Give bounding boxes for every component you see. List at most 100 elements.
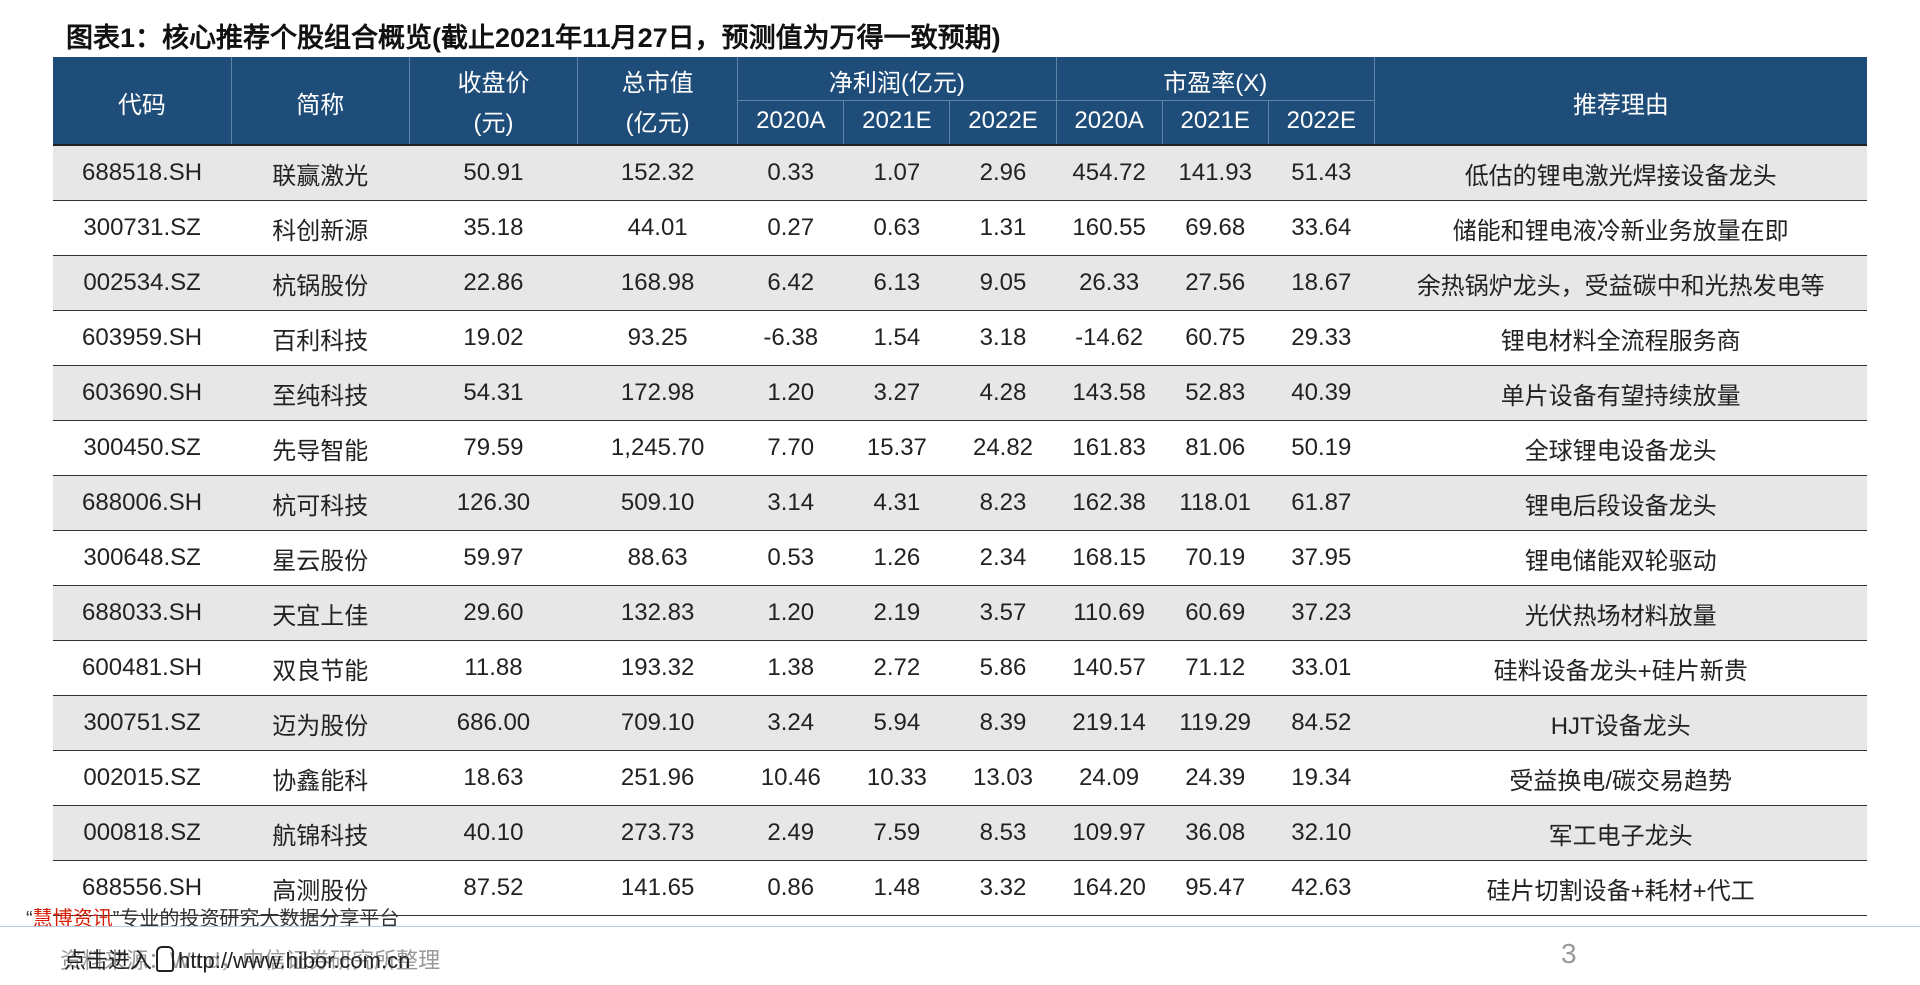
cell-pe-2020a: -14.62	[1056, 310, 1163, 366]
watermark-link[interactable]: 点击进入 http://www.hibor.com.cn	[64, 943, 410, 975]
cell-reason: 受益换电/碳交易趋势	[1374, 750, 1867, 806]
cell-name: 星云股份	[231, 530, 410, 586]
cell-profit-2022e: 9.05	[949, 255, 1057, 311]
promo-line: “慧博资讯”专业的投资研究大数据分享平台	[26, 902, 399, 931]
table-row: 603959.SH 百利科技 19.02 93.25 -6.38 1.54 3.18 -14.…	[53, 310, 1867, 366]
cell-profit-2020a: -6.38	[737, 310, 844, 366]
header-mktcap: 总市值	[577, 57, 739, 101]
cell-pe-2021e: 60.75	[1162, 310, 1269, 366]
watermark-prefix: 点击进入	[64, 948, 153, 973]
cell-name: 航锦科技	[231, 805, 410, 861]
cell-profit-2021e: 7.59	[843, 805, 950, 861]
cell-profit-2021e: 5.94	[843, 695, 950, 751]
cell-pe-2020a: 110.69	[1056, 585, 1163, 641]
cell-profit-2022e: 5.86	[949, 640, 1057, 696]
cell-mktcap: 193.32	[577, 640, 738, 696]
cell-mktcap: 88.63	[577, 530, 738, 586]
cell-code: 300751.SZ	[53, 695, 232, 751]
cell-pe-2022e: 84.52	[1268, 695, 1375, 751]
table-row: 300751.SZ 迈为股份 686.00 709.10 3.24 5.94 8.39 219…	[53, 695, 1867, 751]
cell-mktcap: 152.32	[577, 144, 738, 201]
cell-pe-2020a: 219.14	[1056, 695, 1163, 751]
cell-pe-2022e: 32.10	[1268, 805, 1375, 861]
watermark-url[interactable]: http://www.hibor.com.cn	[178, 948, 411, 973]
cell-pe-2021e: 27.56	[1162, 255, 1269, 311]
header-profit-2020a: 2020A	[737, 100, 845, 145]
figure-title: 图表1：核心推荐个股组合概览(截止2021年11月27日，预测值为万得一致预期)	[66, 23, 1001, 53]
header-profit-2021e: 2021E	[843, 100, 951, 145]
cell-profit-2022e: 8.53	[949, 805, 1057, 861]
cell-pe-2021e: 69.68	[1162, 200, 1269, 256]
cell-close: 79.59	[409, 420, 578, 476]
pointer-hand-icon	[156, 946, 175, 972]
cell-profit-2022e: 8.23	[949, 475, 1057, 531]
table-row: 000818.SZ 航锦科技 40.10 273.73 2.49 7.59 8.53 109.…	[53, 805, 1867, 861]
cell-code: 688006.SH	[53, 475, 232, 531]
table-row: 002015.SZ 协鑫能科 18.63 251.96 10.46 10.33 13.03 2…	[53, 750, 1867, 806]
cell-name: 杭锅股份	[231, 255, 410, 311]
cell-name: 天宜上佳	[231, 585, 410, 641]
cell-pe-2020a: 140.57	[1056, 640, 1163, 696]
cell-profit-2022e: 1.31	[949, 200, 1057, 256]
table-row: 688556.SH 高测股份 87.52 141.65 0.86 1.48 3.32 164.…	[53, 860, 1867, 916]
cell-pe-2021e: 95.47	[1162, 860, 1269, 916]
cell-reason: 全球锂电设备龙头	[1374, 420, 1867, 476]
cell-reason: 硅料设备龙头+硅片新贵	[1374, 640, 1867, 696]
cell-code: 002534.SZ	[53, 255, 232, 311]
cell-mktcap: 273.73	[577, 805, 738, 861]
cell-name: 高测股份	[231, 860, 410, 916]
cell-profit-2020a: 1.20	[737, 585, 844, 641]
promo-quote-close: ”	[112, 908, 120, 930]
cell-pe-2022e: 42.63	[1268, 860, 1375, 916]
cell-close: 59.97	[409, 530, 578, 586]
cell-mktcap: 168.98	[577, 255, 738, 311]
header-pe-group: 市盈率(X)	[1056, 57, 1375, 101]
promo-text: 专业的投资研究大数据分享平台	[119, 908, 400, 930]
cell-profit-2022e: 2.34	[949, 530, 1057, 586]
cell-reason: 锂电后段设备龙头	[1374, 475, 1867, 531]
source-note: 资料来源：Wind，中信证券研究所整理	[60, 948, 441, 973]
cell-code: 300731.SZ	[53, 200, 232, 256]
cell-pe-2022e: 29.33	[1268, 310, 1375, 366]
cell-pe-2021e: 119.29	[1162, 695, 1269, 751]
cell-profit-2021e: 3.27	[843, 365, 950, 421]
cell-pe-2022e: 50.19	[1268, 420, 1375, 476]
cell-pe-2022e: 37.95	[1268, 530, 1375, 586]
cell-pe-2020a: 454.72	[1056, 144, 1163, 201]
cell-close: 54.31	[409, 365, 578, 421]
cell-name: 百利科技	[231, 310, 410, 366]
cell-name: 科创新源	[231, 200, 410, 256]
cell-mktcap: 509.10	[577, 475, 738, 531]
cell-pe-2021e: 60.69	[1162, 585, 1269, 641]
cell-reason: 光伏热场材料放量	[1374, 585, 1867, 641]
cell-name: 杭可科技	[231, 475, 410, 531]
cell-mktcap: 251.96	[577, 750, 738, 806]
cell-close: 50.91	[409, 144, 578, 201]
cell-profit-2020a: 0.33	[737, 144, 844, 201]
cell-code: 688033.SH	[53, 585, 232, 641]
cell-close: 126.30	[409, 475, 578, 531]
cell-name: 协鑫能科	[231, 750, 410, 806]
cell-reason: 低估的锂电激光焊接设备龙头	[1374, 144, 1867, 201]
cell-profit-2021e: 4.31	[843, 475, 950, 531]
cell-profit-2021e: 1.48	[843, 860, 950, 916]
cell-pe-2022e: 19.34	[1268, 750, 1375, 806]
cell-name: 迈为股份	[231, 695, 410, 751]
cell-name: 联赢激光	[231, 144, 410, 201]
cell-pe-2021e: 81.06	[1162, 420, 1269, 476]
page-number: 3	[1561, 938, 1577, 969]
cell-pe-2022e: 18.67	[1268, 255, 1375, 311]
cell-code: 300450.SZ	[53, 420, 232, 476]
stock-portfolio-table: 代码 简称 收盘价 总市值 净利润(亿元) 市盈率(X) 推荐理由 (元) (亿…	[53, 57, 1867, 916]
cell-profit-2020a: 1.20	[737, 365, 844, 421]
cell-close: 18.63	[409, 750, 578, 806]
table-body: 688518.SH 联赢激光 50.91 152.32 0.33 1.07 2.96 454.…	[53, 144, 1867, 916]
cell-pe-2022e: 37.23	[1268, 585, 1375, 641]
promo-quote-open: “	[26, 908, 33, 930]
cell-profit-2020a: 1.38	[737, 640, 844, 696]
cell-profit-2022e: 4.28	[949, 365, 1057, 421]
cell-pe-2020a: 168.15	[1056, 530, 1163, 586]
cell-code: 603690.SH	[53, 365, 232, 421]
cell-reason: HJT设备龙头	[1374, 695, 1867, 751]
table-row: 688006.SH 杭可科技 126.30 509.10 3.14 4.31 8.23 162…	[53, 475, 1867, 531]
